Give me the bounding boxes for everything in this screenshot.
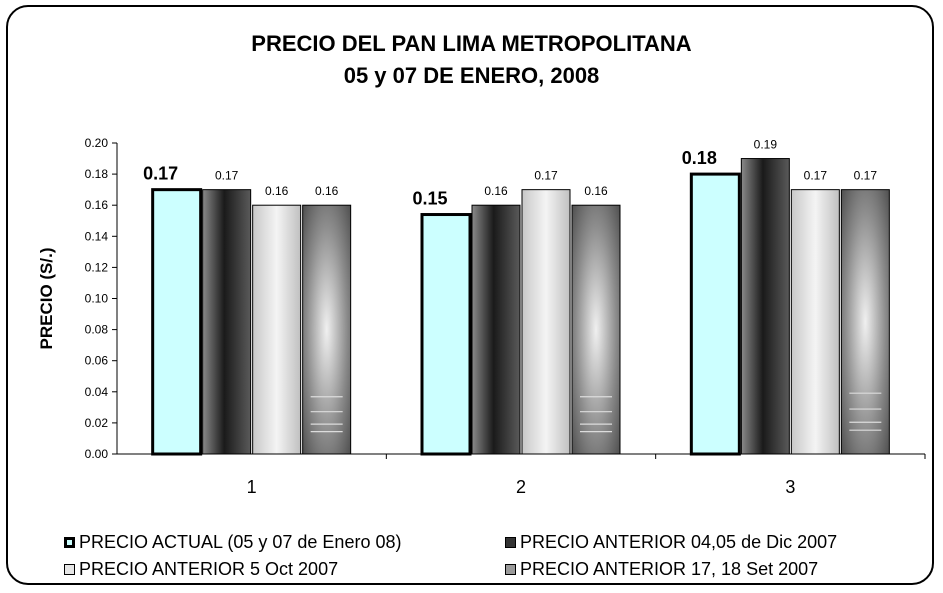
legend-swatch-1 — [64, 537, 75, 548]
bar-series-3-cat-2 — [521, 189, 571, 455]
y-tick-label: 0.18 — [85, 167, 109, 181]
bar-series-3-cat-3 — [790, 189, 840, 455]
y-axis-title: PRECIO (S/.) — [37, 247, 56, 349]
y-tick-label: 0.10 — [85, 292, 109, 306]
x-tick-label: 1 — [247, 477, 257, 497]
data-label-series-1-cat-3: 0.18 — [682, 148, 717, 168]
legend-item-3: PRECIO ANTERIOR 5 Oct 2007 — [64, 559, 338, 580]
y-tick-label: 0.12 — [85, 260, 109, 274]
y-tick-label: 0.14 — [85, 229, 109, 243]
y-tick-label: 0.02 — [85, 416, 109, 430]
legend-swatch-2 — [505, 537, 516, 548]
data-label-series-2-cat-1: 0.17 — [215, 169, 239, 183]
bar-series-4-cat-1 — [302, 204, 352, 455]
legend-label-3: PRECIO ANTERIOR 5 Oct 2007 — [79, 559, 339, 579]
y-tick-label: 0.08 — [85, 323, 109, 337]
x-tick-label: 3 — [785, 477, 795, 497]
legend-item-2: PRECIO ANTERIOR 04,05 de Dic 2007 — [505, 532, 837, 553]
y-tick-label: 0.00 — [85, 447, 109, 461]
data-label-series-4-cat-1: 0.16 — [315, 184, 339, 198]
bar-series-2-cat-1 — [202, 189, 252, 455]
chart-title-line-2: 05 y 07 DE ENERO, 2008 — [343, 63, 600, 88]
y-tick-label: 0.16 — [85, 198, 109, 212]
legend-label-4: PRECIO ANTERIOR 17, 18 Set 2007 — [520, 559, 819, 579]
bar-series-4-cat-2 — [571, 204, 621, 455]
data-label-series-4-cat-3: 0.17 — [854, 169, 878, 183]
legend-item-1: PRECIO ACTUAL (05 y 07 de Enero 08) — [64, 532, 401, 553]
legend-swatch-4 — [505, 564, 516, 575]
bar-series-4-cat-3 — [840, 189, 890, 455]
bar-series-2-cat-3 — [740, 158, 790, 455]
data-label-series-2-cat-2: 0.16 — [484, 184, 508, 198]
data-label-series-2-cat-3: 0.19 — [754, 138, 778, 152]
data-label-series-3-cat-1: 0.16 — [265, 184, 289, 198]
legend-item-4: PRECIO ANTERIOR 17, 18 Set 2007 — [505, 559, 818, 580]
bar-series-2-cat-2 — [471, 204, 521, 455]
legend-label-2: PRECIO ANTERIOR 04,05 de Dic 2007 — [520, 532, 838, 552]
y-tick-label: 0.04 — [85, 385, 109, 399]
bar-series-1-cat-3 — [689, 172, 741, 456]
legend-label-1: PRECIO ACTUAL (05 y 07 de Enero 08) — [79, 532, 402, 552]
bar-series-1-cat-2 — [420, 213, 472, 456]
data-label-series-4-cat-2: 0.16 — [584, 184, 608, 198]
data-label-series-3-cat-2: 0.17 — [534, 169, 558, 183]
y-tick-label: 0.06 — [85, 354, 109, 368]
data-label-series-3-cat-3: 0.17 — [804, 169, 828, 183]
chart-title-line-1: PRECIO DEL PAN LIMA METROPOLITANA — [251, 31, 692, 56]
bar-series-1-cat-1 — [151, 188, 203, 456]
data-label-series-1-cat-2: 0.15 — [412, 189, 447, 209]
bar-series-3-cat-1 — [252, 204, 302, 455]
data-label-series-1-cat-1: 0.17 — [143, 164, 178, 184]
legend-swatch-3 — [64, 564, 75, 575]
y-tick-label: 0.20 — [85, 136, 109, 150]
x-tick-label: 2 — [516, 477, 526, 497]
